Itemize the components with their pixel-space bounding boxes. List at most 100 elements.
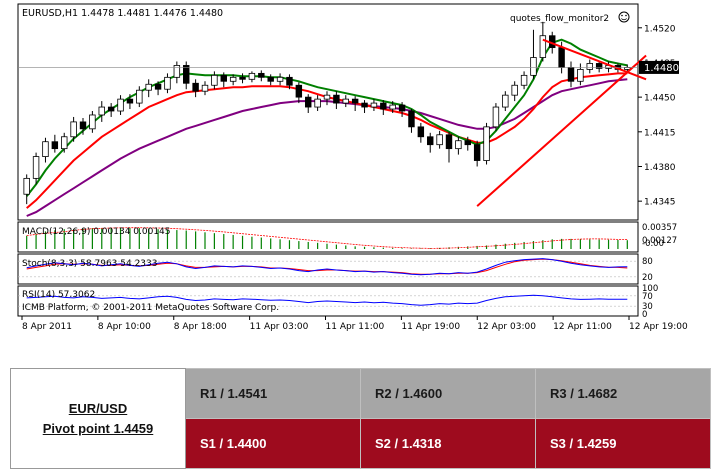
candle — [32, 152, 40, 185]
candle — [286, 74, 293, 90]
candle — [305, 94, 312, 113]
candle — [586, 59, 593, 74]
candle — [173, 61, 181, 84]
candle-body — [595, 63, 603, 69]
indicator-label: quotes_flow_monitor2 — [510, 14, 609, 24]
candle-body — [558, 47, 565, 68]
candle — [51, 134, 59, 153]
candle-body — [107, 106, 115, 112]
candle — [511, 81, 518, 102]
candle-body — [126, 98, 134, 104]
candle — [89, 111, 96, 133]
candle — [473, 140, 481, 167]
candle-body — [98, 106, 105, 116]
copyright-label: ICMB Platform, © 2001-2011 MetaQuotes So… — [22, 303, 279, 313]
candle-body — [361, 102, 368, 108]
candle-body — [295, 84, 303, 98]
time-tick-label: 12 Apr 03:00 — [477, 322, 536, 332]
candle — [417, 122, 425, 143]
rsi-tick-label: 30 — [642, 302, 653, 312]
time-tick-label: 11 Apr 03:00 — [250, 322, 309, 332]
candle-body — [511, 84, 518, 96]
candle-body — [201, 84, 209, 92]
candle — [380, 100, 387, 115]
candle-body — [380, 102, 387, 110]
time-tick-label: 11 Apr 11:00 — [326, 322, 385, 332]
candle — [314, 95, 321, 112]
candle-body — [502, 94, 509, 108]
time-tick-label: 8 Apr 10:00 — [98, 322, 151, 332]
candle-body — [464, 140, 471, 146]
candle-body — [577, 69, 584, 82]
stoch-label: Stoch(8,3,3) 58.7963 54.2333 — [22, 259, 157, 269]
candle-body — [314, 98, 321, 108]
candle — [445, 131, 453, 163]
candle-body — [305, 96, 312, 108]
trend-line — [476, 54, 647, 207]
stoch-tick-label: 20 — [642, 273, 653, 283]
time-tick-label: 8 Apr 2011 — [22, 322, 72, 332]
candle — [107, 103, 115, 117]
price-tick-label: 1.4345 — [644, 198, 676, 208]
candle-body — [539, 35, 547, 58]
candle — [408, 109, 415, 133]
candle — [577, 63, 584, 86]
candle — [154, 81, 162, 96]
candle — [530, 29, 537, 80]
r3-cell: R3 / 1.4682 — [535, 368, 711, 419]
candle — [483, 122, 490, 165]
candle-body — [79, 121, 87, 130]
trend-line — [542, 38, 647, 81]
candle-body — [586, 63, 593, 70]
candle-body — [436, 134, 443, 146]
pivot-table: EUR/USD Pivot point 1.4459 R1 / 1.4541 R… — [10, 368, 711, 469]
candle-body — [445, 134, 453, 150]
candle-body — [183, 65, 190, 84]
pair-label: EUR/USD — [68, 400, 128, 416]
pivot-label: Pivot point 1.4459 — [42, 420, 154, 436]
price-tick-label: 1.4415 — [644, 128, 676, 138]
candle — [520, 71, 528, 90]
candle — [351, 96, 359, 112]
candle-body — [61, 136, 68, 150]
candle-body — [455, 140, 462, 150]
candle — [211, 71, 218, 90]
last-price-label: 1.4480 — [644, 63, 679, 74]
candle — [79, 117, 87, 135]
candle — [70, 116, 77, 142]
candle-body — [164, 76, 171, 90]
s3-cell: S3 / 1.4259 — [535, 418, 711, 469]
candle — [229, 74, 237, 86]
candle — [220, 72, 227, 88]
candle — [98, 101, 105, 122]
candle-body — [258, 72, 265, 78]
macd-indicator: 0.00357 0.00127-0.00 — [26, 223, 677, 249]
s1-cell: S1 / 1.4400 — [185, 418, 361, 469]
stoch-tick-label: 80 — [642, 257, 653, 267]
candle — [248, 71, 256, 83]
candle-body — [276, 76, 284, 82]
candle — [164, 73, 171, 94]
candle-body — [333, 94, 340, 104]
candle-body — [398, 104, 406, 112]
trend-lines — [476, 38, 647, 207]
candle-body — [389, 104, 396, 110]
candle — [23, 174, 30, 205]
candle-body — [342, 98, 349, 104]
candle-body — [51, 141, 59, 150]
candle-body — [408, 110, 415, 128]
candle-body — [473, 144, 481, 161]
candle-body — [483, 126, 490, 161]
candle-body — [229, 76, 237, 82]
candle — [370, 99, 378, 112]
candle-body — [42, 141, 49, 157]
stoch-main-line — [26, 258, 628, 276]
candle — [323, 91, 331, 106]
rsi-line — [26, 294, 628, 306]
candle-body — [70, 121, 77, 138]
candle-body — [427, 136, 434, 146]
candle — [192, 79, 199, 98]
candle-body — [220, 74, 227, 82]
candle — [295, 82, 303, 104]
